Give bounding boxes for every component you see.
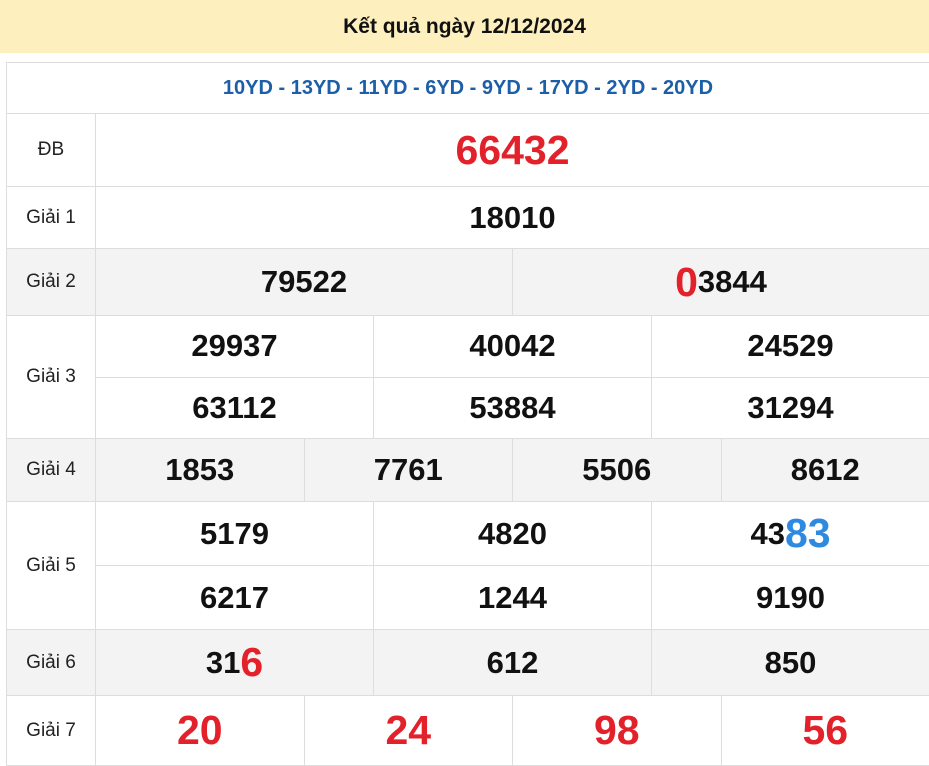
prize-number: 40042: [373, 316, 651, 377]
prize-number: 850: [651, 630, 929, 695]
number-digits: 5506: [582, 452, 652, 487]
prize-label: Giải 4: [7, 439, 96, 501]
number-digits: 5179: [200, 515, 269, 551]
number-digits: 20: [176, 707, 223, 753]
prize-label: Giải 2: [7, 249, 96, 315]
highlighted-digits: 83: [784, 510, 831, 556]
number-digits: 1244: [478, 579, 547, 615]
number-digits: 18010: [469, 199, 556, 235]
prize-number: 5179: [96, 502, 373, 565]
prize-row-6: Giải 6 31 6 612 850: [7, 630, 929, 696]
prize-number: 98: [512, 696, 721, 765]
results-title: Kết quả ngày 12/12/2024: [343, 14, 586, 38]
number-digits: 9190: [756, 579, 825, 615]
prize-number: 6217: [96, 566, 373, 629]
prize-label: Giải 5: [7, 502, 96, 629]
prize-number: 79522: [96, 249, 512, 315]
number-digits: 850: [764, 644, 817, 680]
prize-number: 31294: [651, 377, 929, 438]
prize-row-5: Giải 5 5179 4820 43 83 6217 1244 9190: [7, 502, 929, 630]
prize-number: 29937: [96, 316, 373, 377]
number-digits: 31: [205, 644, 241, 680]
number-digits: 1853: [165, 452, 235, 487]
results-date-header: Kết quả ngày 12/12/2024: [0, 0, 929, 53]
prize-number: 63112: [96, 378, 373, 439]
prize-number: 1244: [373, 566, 651, 629]
number-digits: 29937: [191, 328, 278, 364]
number-digits: 31294: [747, 389, 834, 425]
prize-number: 18010: [96, 187, 929, 248]
prize-number: 8612: [720, 439, 929, 501]
prize-number: 5506: [512, 439, 721, 501]
prize-number: 53884: [373, 377, 651, 438]
number-digits: 53884: [469, 389, 556, 425]
prize-row-4: Giải 4 1853 7761 5506 8612: [7, 439, 929, 502]
number-digits: 40042: [469, 328, 556, 364]
prize-number: 1853: [96, 439, 304, 501]
prize-row-1: Giải 1 18010: [7, 187, 929, 249]
prize-number: 43 83: [651, 502, 929, 565]
prize-number: 31 6: [96, 630, 373, 695]
prize-number: 66432: [96, 114, 929, 186]
draw-codes: 10YD - 13YD - 11YD - 6YD - 9YD - 17YD - …: [7, 63, 929, 114]
number-digits: 8612: [790, 452, 860, 487]
results-table: 10YD - 13YD - 11YD - 6YD - 9YD - 17YD - …: [6, 62, 929, 766]
number-digits: 79522: [260, 264, 348, 299]
prize-label: Giải 7: [7, 696, 96, 765]
prize-number: 56: [720, 696, 929, 765]
number-digits: 43: [750, 515, 785, 551]
prize-label: ĐB: [7, 114, 96, 186]
highlighted-digits: 0: [675, 258, 698, 305]
prize-number: 24529: [651, 316, 929, 377]
prize-row-3: Giải 3 29937 40042 24529 63112 53884 31294: [7, 316, 929, 439]
prize-label: Giải 6: [7, 630, 96, 695]
number-digits: 612: [486, 644, 539, 680]
prize-label: Giải 1: [7, 187, 96, 248]
prize-number: 24: [303, 696, 513, 765]
number-digits: 98: [593, 707, 640, 753]
prize-label: Giải 3: [7, 316, 96, 438]
prize-number: 0 3844: [512, 249, 929, 315]
number-digits: 63112: [192, 389, 277, 425]
prize-row-7: Giải 7 20 24 98 56: [7, 696, 929, 766]
number-digits: 24: [385, 707, 432, 753]
number-digits: 6217: [200, 579, 269, 615]
number-digits: 3844: [697, 264, 767, 299]
number-digits: 24529: [747, 328, 834, 364]
prize-number: 4820: [373, 502, 651, 565]
number-digits: 66432: [455, 126, 570, 173]
prize-number: 7761: [303, 439, 513, 501]
prize-number: 20: [96, 696, 304, 765]
highlighted-digits: 6: [240, 639, 264, 685]
prize-number: 9190: [651, 566, 929, 629]
prize-number: 612: [373, 630, 651, 695]
number-digits: 4820: [478, 515, 547, 551]
prize-row-2: Giải 2 79522 0 3844: [7, 249, 929, 316]
prize-row-0: ĐB 66432: [7, 114, 929, 187]
number-digits: 7761: [373, 452, 443, 487]
number-digits: 56: [802, 707, 849, 753]
